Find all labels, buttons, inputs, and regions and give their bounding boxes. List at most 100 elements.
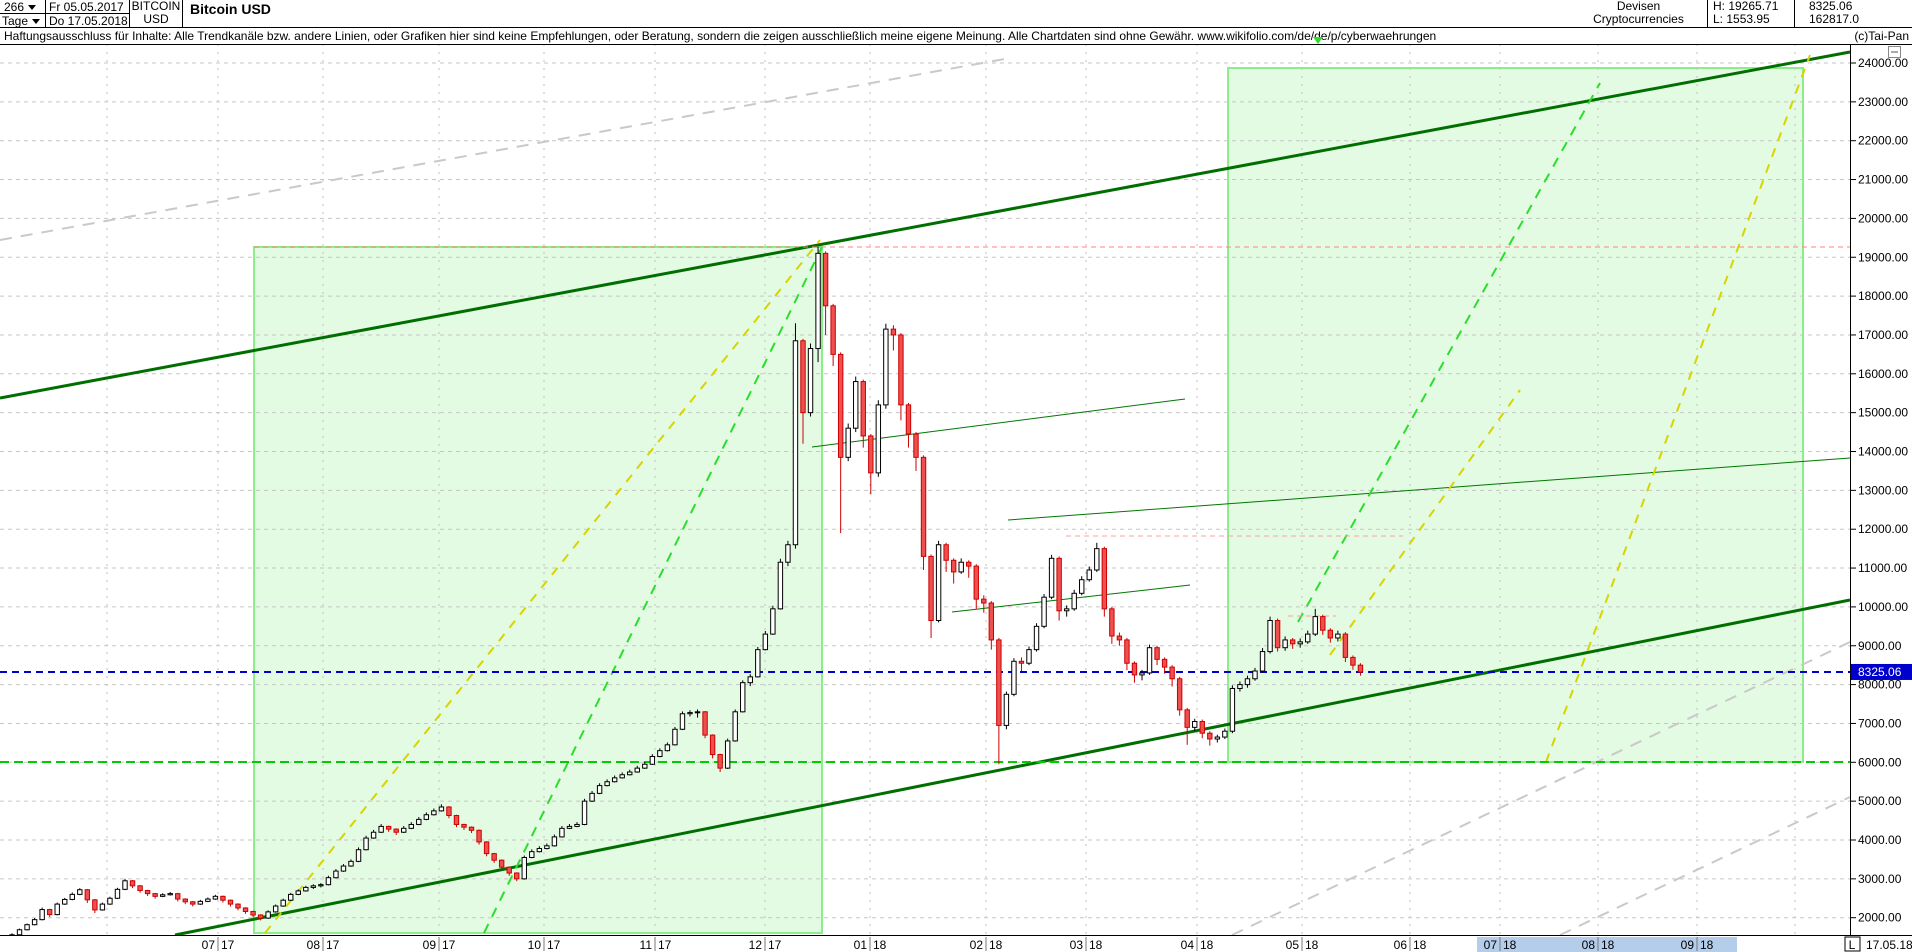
candle [1267, 616, 1273, 654]
y-tick-price: 15000.00 [1858, 406, 1908, 420]
candle [807, 343, 814, 417]
candle [883, 323, 889, 409]
x-tick-month: 06 [1394, 938, 1408, 952]
date-to-field[interactable]: Do 17.05.2018 [46, 14, 130, 27]
candle [1018, 657, 1025, 672]
x-tick-year: 18 [1601, 938, 1615, 952]
y-tick-price: 11000.00 [1858, 561, 1907, 575]
high-low-cell: H: 19265.71 L: 1553.95 [1708, 0, 1795, 27]
candle [1282, 636, 1288, 651]
y-tick-price: 4000.00 [1858, 833, 1902, 847]
candle [950, 558, 957, 584]
candle [1214, 734, 1221, 743]
y-tick-price: 8000.00 [1858, 678, 1902, 692]
candle [24, 923, 30, 931]
y-tick-price: 19000.00 [1858, 250, 1908, 264]
candle [1252, 667, 1258, 681]
candle [363, 835, 369, 851]
candle [664, 742, 671, 752]
candle [31, 918, 38, 926]
candle [348, 859, 354, 867]
candle [792, 323, 799, 549]
candle [642, 761, 648, 769]
candle [1094, 542, 1100, 572]
x-tick-month: 05 [1286, 938, 1300, 952]
trend-zone-2018 [1227, 67, 1804, 763]
candle [235, 903, 241, 911]
period-unit-dropdown[interactable]: Tage [0, 14, 46, 27]
x-tick-year: 18 [1700, 938, 1714, 952]
candle [84, 888, 91, 903]
x-tick-month: 07 [1484, 938, 1498, 952]
candle [1086, 566, 1092, 582]
candle [1131, 661, 1138, 683]
wedge-support-trendline [951, 584, 1191, 613]
candle [1289, 637, 1296, 649]
candle [506, 866, 512, 876]
y-tick-price: 5000.00 [1858, 794, 1902, 808]
candle [408, 822, 414, 830]
candle [702, 711, 708, 739]
x-tick-month: 11 [640, 938, 653, 952]
period-count-dropdown[interactable]: 266 [0, 0, 46, 14]
x-tick-month: 08 [307, 938, 321, 952]
header-divider [0, 27, 1912, 28]
candle [822, 251, 829, 335]
candle [928, 554, 934, 638]
candle [250, 910, 256, 918]
last-price-volume-cell: 8325.06 162817.0 [1795, 0, 1912, 27]
y-axis: 2000.00 3000.00 4000.00 5000.00 6000.00 7000.… [0, 44, 1912, 935]
candle [762, 630, 769, 651]
period-count-value: 266 [4, 0, 25, 14]
candle [898, 333, 904, 421]
candle [272, 904, 279, 913]
x-tick-year: 17 [768, 938, 782, 952]
candle [988, 601, 995, 650]
candle [1048, 554, 1055, 600]
y-tick-price: 20000.00 [1858, 211, 1908, 225]
candle [167, 892, 173, 896]
candle [694, 709, 701, 718]
y-tick-price: 3000.00 [1858, 872, 1902, 886]
candle [581, 798, 588, 826]
candle [137, 885, 143, 893]
candle [875, 400, 882, 477]
last-price-axis-label: 8325.06 [1858, 665, 1902, 679]
last-bar-flag: L [1849, 938, 1856, 952]
candle [521, 855, 527, 880]
candle [559, 826, 565, 838]
date-from-field[interactable]: Fr 05.05.2017 [46, 0, 130, 14]
candle [611, 775, 618, 783]
collapse-pane-button[interactable] [1888, 46, 1901, 58]
candle [935, 540, 942, 623]
category-cell: Devisen Cryptocurrencies [1570, 0, 1708, 27]
candle [182, 898, 188, 905]
candle [175, 892, 181, 902]
y-tick-price: 21000.00 [1858, 173, 1908, 187]
steep-lime-trendline-2017 [483, 246, 823, 934]
candle [1063, 605, 1070, 617]
y-tick-price: 17000.00 [1858, 328, 1908, 342]
x-tick-year: 17 [326, 938, 340, 952]
x-tick-month: 09 [1681, 938, 1695, 952]
candle [529, 849, 535, 859]
candle [325, 875, 332, 886]
mid-trendline [1007, 457, 1851, 521]
x-tick-year: 18 [1503, 938, 1517, 952]
candle [920, 455, 927, 570]
candle [1041, 594, 1047, 629]
x-tick-year: 17 [221, 938, 235, 952]
y-tick-price: 24000.00 [1858, 56, 1908, 70]
candle [468, 826, 475, 834]
candle [1056, 556, 1062, 621]
candle [1139, 669, 1145, 681]
steep-yellow-trendline-2017 [264, 239, 821, 934]
candle [1124, 637, 1130, 671]
candle [1026, 646, 1032, 666]
candle [1207, 731, 1213, 746]
candle [732, 709, 738, 742]
x-tick-month: 12 [749, 938, 763, 952]
candle [129, 880, 136, 889]
candle [212, 894, 219, 900]
